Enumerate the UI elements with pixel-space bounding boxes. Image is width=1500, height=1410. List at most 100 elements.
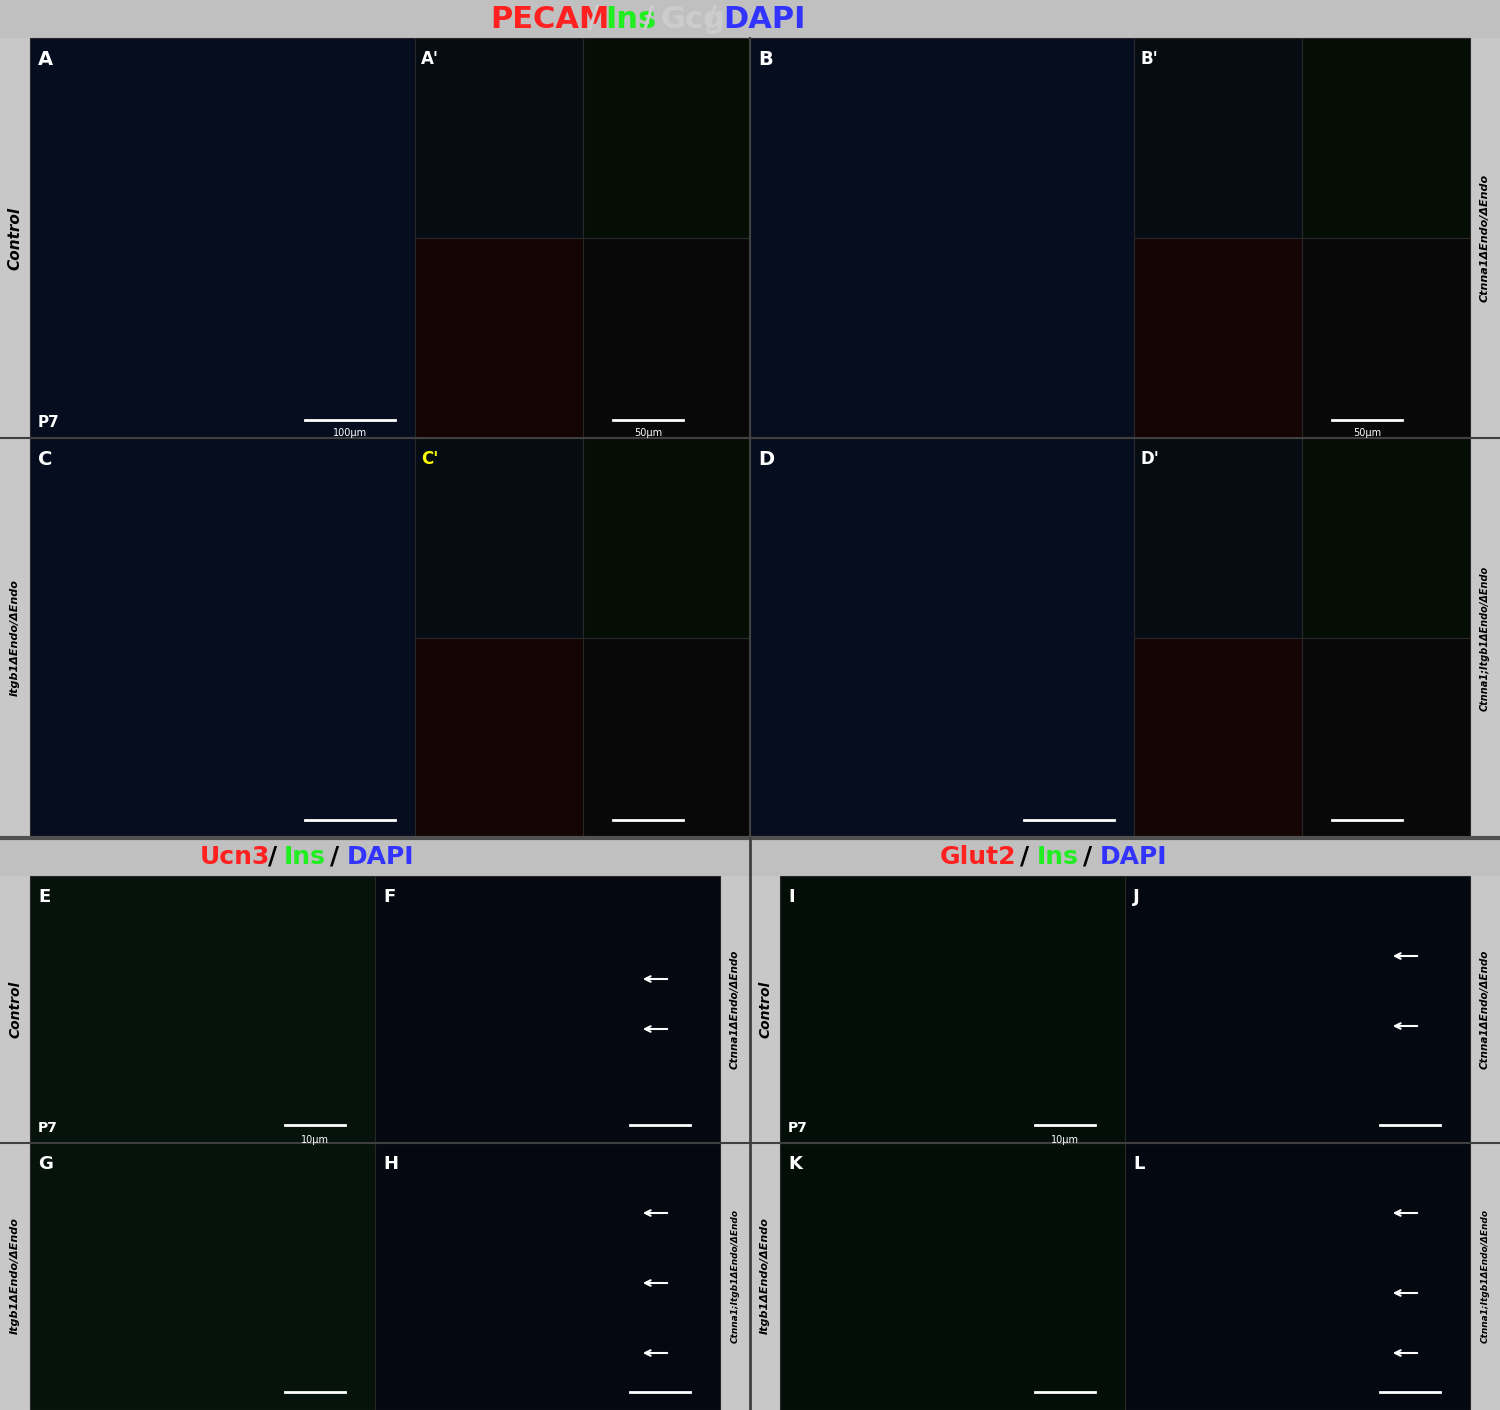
Bar — [1470, 38, 1500, 439]
Text: C: C — [38, 450, 52, 470]
Bar — [30, 38, 416, 439]
Bar — [416, 439, 584, 637]
Bar — [416, 238, 584, 439]
Bar — [1134, 439, 1302, 637]
Text: Ctnna1ΔEndo/ΔEndo: Ctnna1ΔEndo/ΔEndo — [730, 949, 740, 1069]
Text: DAPI: DAPI — [346, 845, 414, 869]
Text: B': B' — [1140, 49, 1158, 68]
Bar — [1302, 238, 1470, 439]
Text: 100μm: 100μm — [333, 429, 368, 439]
Bar — [1302, 38, 1470, 238]
Bar — [584, 637, 750, 838]
Bar — [750, 38, 1134, 439]
Bar — [0, 1144, 30, 1410]
Bar — [375, 1144, 720, 1410]
Bar — [750, 838, 1500, 876]
Text: /: / — [268, 845, 278, 869]
Text: Control: Control — [8, 980, 22, 1038]
Text: Ctnna1;Itgb1ΔEndo/ΔEndo: Ctnna1;Itgb1ΔEndo/ΔEndo — [1480, 1208, 1490, 1342]
Bar — [750, 1144, 780, 1410]
Bar — [750, 876, 780, 1144]
Bar — [584, 439, 750, 637]
Bar — [780, 876, 1125, 1144]
Text: D': D' — [1140, 450, 1160, 468]
Bar — [584, 38, 750, 238]
Bar — [780, 876, 1125, 1144]
Bar — [584, 238, 750, 439]
Text: 10μm: 10μm — [302, 1135, 328, 1145]
Text: Ucn3: Ucn3 — [200, 845, 270, 869]
Bar — [416, 238, 584, 439]
Bar — [416, 38, 584, 238]
Text: DAPI: DAPI — [723, 4, 806, 34]
Bar — [1125, 1144, 1470, 1410]
Bar — [584, 439, 750, 637]
Text: P7: P7 — [788, 1121, 808, 1135]
Bar — [375, 876, 720, 1144]
Text: Ctnna1;Itgb1ΔEndo/ΔEndo: Ctnna1;Itgb1ΔEndo/ΔEndo — [730, 1208, 740, 1342]
Text: Control: Control — [758, 980, 772, 1038]
Bar — [416, 38, 584, 238]
Bar — [750, 439, 1134, 838]
Bar — [1470, 439, 1500, 838]
Text: /: / — [644, 4, 654, 34]
Text: Itgb1ΔEndo/ΔEndo: Itgb1ΔEndo/ΔEndo — [760, 1218, 770, 1334]
Text: PECAM: PECAM — [490, 4, 609, 34]
Bar — [0, 439, 30, 838]
Text: Gcg: Gcg — [660, 4, 724, 34]
Text: /: / — [706, 4, 717, 34]
Bar — [1134, 38, 1302, 238]
Bar — [30, 1144, 375, 1410]
Text: Ctnna1ΔEndo/ΔEndo: Ctnna1ΔEndo/ΔEndo — [1480, 949, 1490, 1069]
Bar — [0, 838, 750, 876]
Text: /: / — [1083, 845, 1092, 869]
Bar — [1302, 637, 1470, 838]
Text: /: / — [330, 845, 339, 869]
Text: /: / — [588, 4, 598, 34]
Bar — [30, 876, 375, 1144]
Bar — [0, 876, 30, 1144]
Bar — [1125, 876, 1470, 1144]
Text: 10μm: 10μm — [1052, 1135, 1078, 1145]
Bar — [1134, 439, 1302, 637]
Bar — [1302, 439, 1470, 637]
Bar — [780, 1144, 1125, 1410]
Text: B: B — [758, 49, 772, 69]
Bar — [1302, 439, 1470, 637]
Bar — [1125, 1144, 1470, 1410]
Text: Ins: Ins — [604, 4, 657, 34]
Text: L: L — [1132, 1155, 1144, 1173]
Text: H: H — [382, 1155, 398, 1173]
Bar — [750, 38, 1134, 439]
Text: /: / — [1020, 845, 1029, 869]
Text: I: I — [788, 888, 795, 907]
Text: Ctnna1;Itgb1ΔEndo/ΔEndo: Ctnna1;Itgb1ΔEndo/ΔEndo — [1480, 565, 1490, 711]
Bar — [1134, 637, 1302, 838]
Bar — [1125, 876, 1470, 1144]
Text: Glut2: Glut2 — [940, 845, 1017, 869]
Bar — [780, 1144, 1125, 1410]
Text: K: K — [788, 1155, 802, 1173]
Bar — [1470, 876, 1500, 1144]
Bar — [1134, 38, 1302, 238]
Text: Ins: Ins — [1036, 845, 1078, 869]
Bar — [1302, 38, 1470, 238]
Text: Itgb1ΔEndo/ΔEndo: Itgb1ΔEndo/ΔEndo — [10, 1218, 20, 1334]
Bar — [416, 637, 584, 838]
Text: Ins: Ins — [284, 845, 326, 869]
Bar — [584, 38, 750, 238]
Text: Itgb1ΔEndo/ΔEndo: Itgb1ΔEndo/ΔEndo — [10, 580, 20, 697]
Bar — [0, 38, 30, 439]
Bar — [1470, 1144, 1500, 1410]
Bar — [584, 637, 750, 838]
Bar — [30, 38, 416, 439]
Bar — [416, 439, 584, 637]
Text: 50μm: 50μm — [1353, 429, 1382, 439]
Text: C': C' — [422, 450, 438, 468]
Bar — [30, 876, 375, 1144]
Text: A: A — [38, 49, 52, 69]
Text: G: G — [38, 1155, 52, 1173]
Text: 50μm: 50μm — [634, 429, 662, 439]
Bar — [375, 1144, 720, 1410]
Bar — [0, 0, 1500, 38]
